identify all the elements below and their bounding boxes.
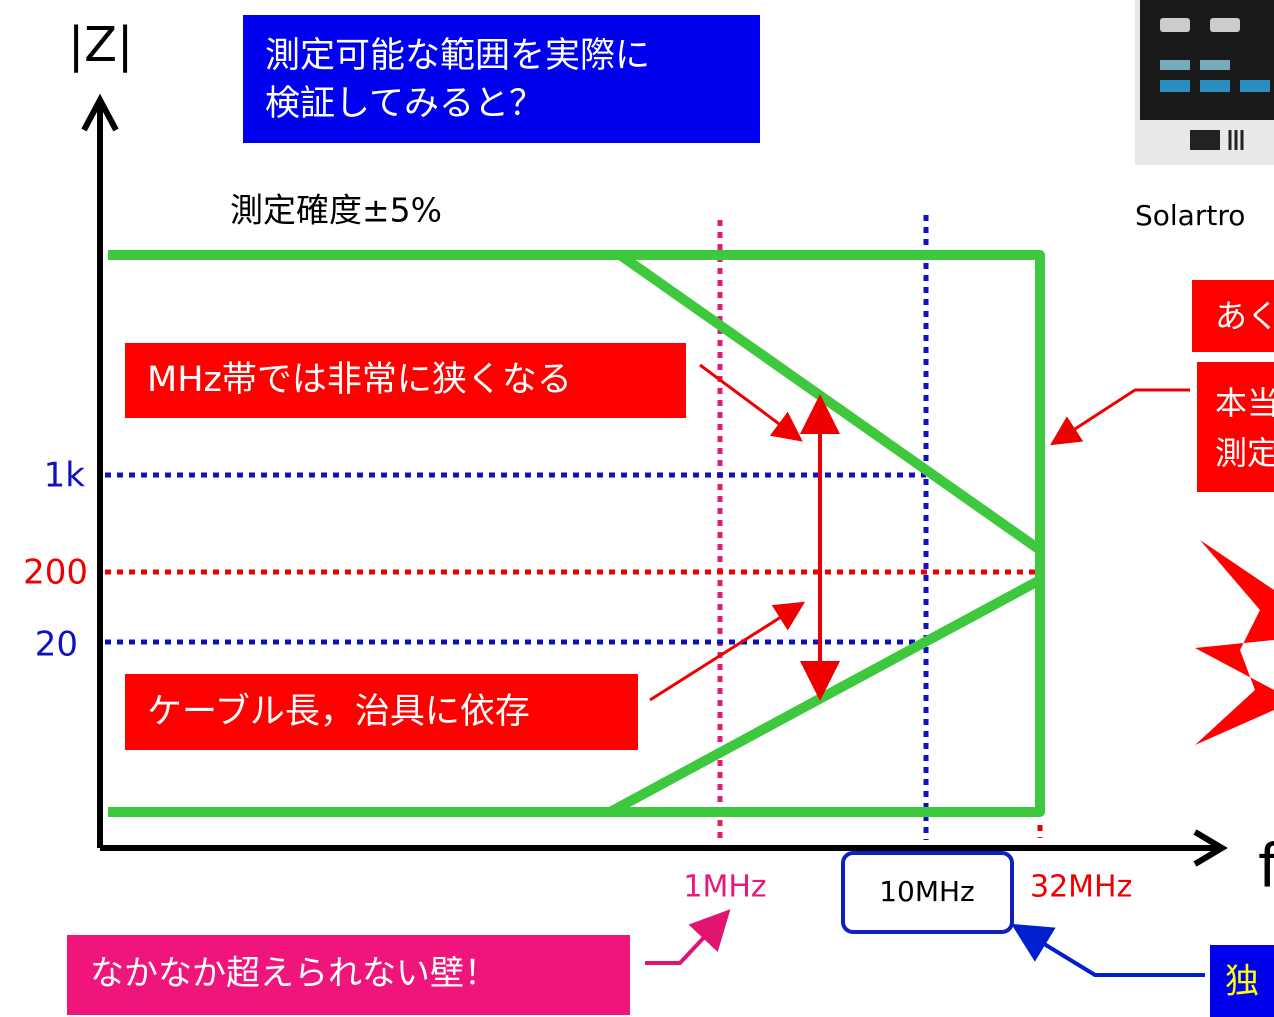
- title-line: 検証してみると？: [265, 84, 544, 124]
- burst-shape: [1195, 540, 1274, 745]
- pointer-arrow: [1049, 388, 1190, 446]
- pointer-arrow: [645, 909, 731, 965]
- title-line: 測定可能な範囲を実際に: [265, 36, 650, 76]
- accuracy-label: 測定確度±5%: [230, 191, 442, 230]
- reference-lines: [105, 215, 1043, 840]
- axes: [81, 93, 1228, 867]
- level-label: 20: [35, 625, 78, 665]
- callout-text: ケーブル長，治具に依存: [147, 692, 530, 732]
- callout-text: なかなか超えられない壁！: [90, 954, 498, 994]
- y-axis-label: |Z|: [68, 17, 133, 73]
- freq-label: 1MHz: [683, 870, 766, 905]
- title-box: [243, 15, 760, 143]
- note-text: あく: [1215, 297, 1274, 335]
- freq-box: [841, 851, 1014, 934]
- freq-label: 32MHz: [1030, 870, 1132, 905]
- callout-box: [67, 935, 630, 1015]
- device-caption: Solartro: [1135, 199, 1245, 232]
- callout-text: MHz帯では非常に狭くなる: [147, 360, 572, 400]
- x-axis-label: f: [1258, 832, 1274, 902]
- note-box: [1210, 945, 1274, 1017]
- level-label: 1k: [44, 456, 86, 496]
- callout-box: [125, 674, 638, 750]
- note-text: 測定: [1215, 434, 1274, 472]
- device-image: [1135, 0, 1274, 165]
- note-text: 独: [1225, 962, 1259, 1002]
- note-box: [1192, 280, 1274, 352]
- pointer-arrow: [649, 601, 806, 702]
- pointer-arrow: [699, 363, 803, 442]
- level-label: 200: [23, 553, 88, 593]
- callout-box: [125, 343, 686, 418]
- note-box: [1197, 362, 1274, 492]
- freq-label: 10MHz: [879, 875, 975, 908]
- note-text: 本当: [1215, 384, 1274, 422]
- pointer-arrow: [1011, 923, 1205, 977]
